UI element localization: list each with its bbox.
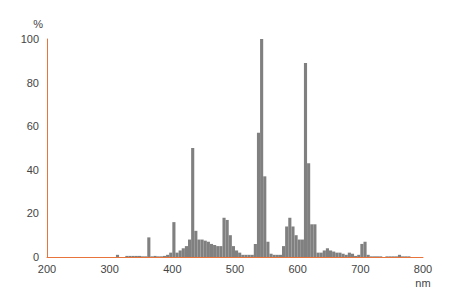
svg-text:%: %	[33, 18, 43, 30]
svg-text:40: 40	[27, 164, 39, 176]
svg-text:0: 0	[33, 251, 39, 263]
svg-text:600: 600	[288, 263, 306, 275]
svg-text:100: 100	[21, 33, 39, 45]
svg-text:80: 80	[27, 77, 39, 89]
svg-text:700: 700	[351, 263, 369, 275]
svg-text:500: 500	[226, 263, 244, 275]
svg-text:nm: nm	[415, 277, 430, 289]
svg-text:20: 20	[27, 207, 39, 219]
svg-text:800: 800	[414, 263, 432, 275]
svg-text:200: 200	[38, 263, 56, 275]
svg-text:60: 60	[27, 120, 39, 132]
svg-text:400: 400	[163, 263, 181, 275]
svg-text:300: 300	[100, 263, 118, 275]
